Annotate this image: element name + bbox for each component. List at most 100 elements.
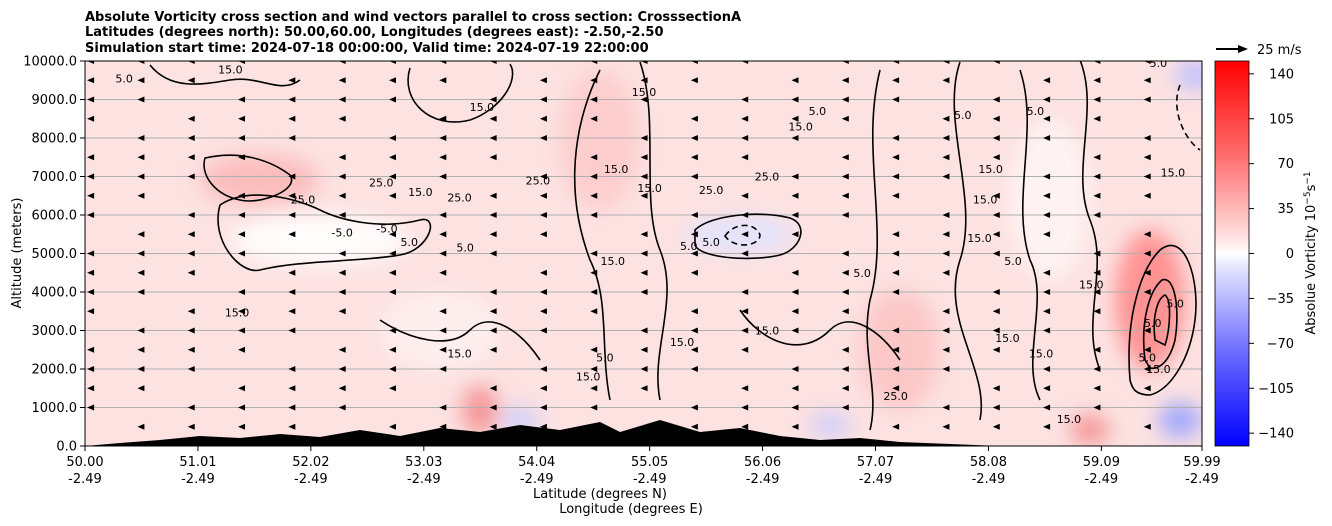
y-tick-label: 5000.0	[32, 247, 78, 262]
wind-vector	[388, 346, 396, 353]
wind-vector	[942, 231, 950, 238]
contour-label: 5.0	[680, 240, 698, 253]
wind-vector	[288, 289, 296, 295]
wind-vector	[791, 308, 799, 315]
wind-vector	[942, 77, 950, 84]
wind-vector	[338, 346, 346, 353]
wind-vector	[1143, 61, 1151, 64]
wind-vector	[892, 327, 900, 334]
wind-vector	[640, 346, 648, 353]
wind-vector	[992, 154, 1000, 161]
wind-vector	[338, 308, 346, 315]
wind-vector	[1093, 212, 1101, 218]
contour-label: 15.0	[218, 63, 243, 76]
wind-vector	[1043, 269, 1051, 276]
wind-vector	[439, 423, 447, 430]
wind-vector	[489, 212, 497, 218]
wind-vector	[539, 192, 547, 199]
wind-vector	[841, 77, 849, 84]
colorbar-gradient	[1214, 60, 1250, 447]
wind-vector	[942, 212, 950, 218]
contour-label: 15.0	[670, 336, 695, 349]
wind-vector	[439, 250, 447, 257]
wind-vector	[288, 173, 296, 180]
wind-vector	[841, 61, 849, 64]
wind-vector	[1093, 346, 1101, 353]
wind-vector	[439, 173, 447, 180]
wind-vector	[992, 346, 1000, 353]
wind-vector	[539, 366, 547, 372]
wind-vector	[87, 96, 95, 103]
wind-vector	[992, 135, 1000, 141]
wind-vector	[489, 327, 497, 334]
wind-vector	[1093, 366, 1101, 372]
wind-vector	[942, 115, 950, 122]
wind-vector	[489, 115, 497, 122]
vorticity-field: 5.015.015.025.0-5.0 -5.05.025.015.015.025…	[85, 61, 1202, 446]
x-tick-label-lon: -2.49	[746, 472, 780, 487]
colorbar-tick-label: 140	[1269, 67, 1294, 82]
y-tick-label: 2000.0	[32, 363, 78, 378]
wind-vector	[1043, 77, 1051, 84]
contour-label: 5.0	[702, 236, 720, 249]
wind-vector	[741, 250, 749, 257]
wind-vector	[338, 96, 346, 103]
x-tick-label-lon: -2.49	[294, 472, 328, 487]
wind-vector	[690, 327, 698, 334]
wind-vector	[338, 61, 346, 64]
wind-vector	[590, 366, 598, 372]
wind-vector	[238, 250, 246, 257]
wind-vector	[388, 192, 396, 199]
contour-line	[724, 224, 761, 246]
wind-vector	[288, 385, 296, 392]
y-tick-label: 0.0	[56, 440, 77, 455]
wind-vector	[238, 192, 246, 199]
contour-label: -5.0	[376, 222, 397, 235]
wind-vector	[640, 289, 648, 295]
wind-vector	[238, 327, 246, 334]
wind-vector	[690, 77, 698, 84]
wind-vector	[288, 135, 296, 141]
wind-vector	[238, 115, 246, 122]
x-tick-label-lat: 59.09	[1083, 455, 1120, 470]
wind-vector	[187, 212, 195, 218]
wind-vector	[841, 212, 849, 218]
wind-vector	[238, 385, 246, 392]
wind-vector	[791, 135, 799, 141]
wind-vector	[942, 61, 950, 64]
wind-vector	[338, 77, 346, 84]
colorbar-tick-label: −140	[1258, 427, 1294, 442]
wind-vector	[238, 289, 246, 295]
wind-vector	[439, 308, 447, 315]
wind-vector	[791, 173, 799, 180]
wind-vector	[841, 250, 849, 257]
wind-vector	[439, 115, 447, 122]
wind-vector	[640, 327, 648, 334]
plot-area: 5.015.015.025.0-5.0 -5.05.025.015.015.025…	[84, 60, 1203, 447]
wind-vector	[1143, 154, 1151, 161]
wind-vector	[640, 385, 648, 392]
contour-label: 15.0	[1146, 363, 1171, 376]
contour-line	[407, 63, 514, 123]
wind-vector	[640, 173, 648, 180]
wind-vector	[388, 173, 396, 180]
wind-vector	[791, 385, 799, 392]
wind-vector	[1143, 96, 1151, 103]
wind-vector	[439, 135, 447, 141]
wind-vector	[640, 231, 648, 238]
quiver-key-label: 25 m/s	[1257, 43, 1302, 58]
wind-vector	[590, 154, 598, 161]
wind-vector	[288, 77, 296, 84]
contour-label: 25.0	[526, 174, 551, 187]
wind-vector	[590, 61, 598, 64]
colorbar-label-unit-exponent: −1	[1303, 171, 1313, 184]
wind-vector	[137, 327, 145, 334]
y-tick-label: 7000.0	[32, 170, 78, 185]
wind-vector	[288, 192, 296, 199]
wind-vector	[892, 154, 900, 161]
vorticity-shading	[200, 61, 1202, 445]
wind-vector	[238, 423, 246, 430]
wind-vector	[87, 192, 95, 199]
wind-vector	[539, 269, 547, 276]
terrain-silhouette	[85, 420, 1000, 446]
